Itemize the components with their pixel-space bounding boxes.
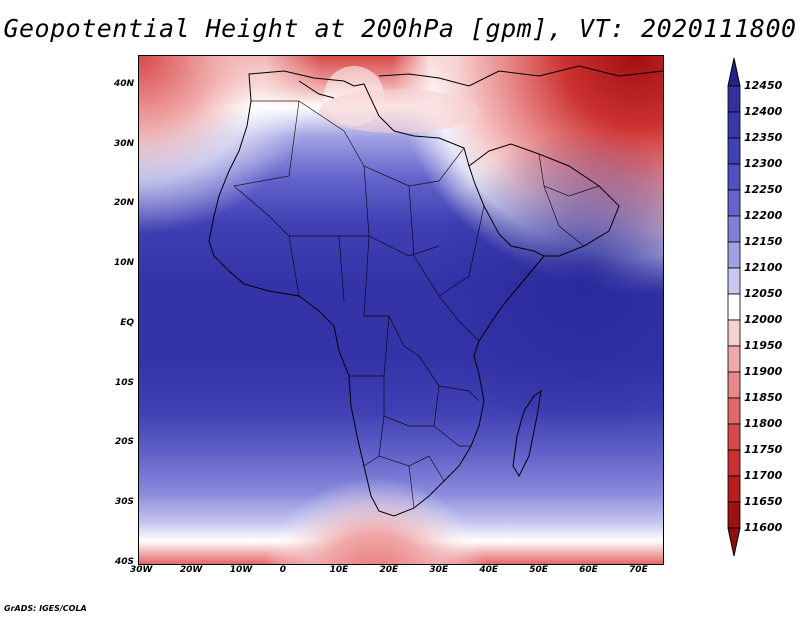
colorbar-segment [727,345,741,373]
footer-credit: GrADS: IGES/COLA [4,604,87,613]
colorbar-tick-label: 11950 [744,339,783,352]
colorbar-segment [727,397,741,425]
colorbar-tick-label: 12400 [744,105,783,118]
colorbar-segment [727,215,741,243]
colorbar-tick-label: 12450 [744,79,783,92]
colorbar-segment [727,319,741,347]
lat-label: 40N [113,78,134,89]
colorbar-tick-label: 12000 [744,313,783,326]
colorbar-tick-label: 12150 [744,235,783,248]
colorbar-tick-label: 12100 [744,261,783,274]
height-field [139,56,663,564]
colorbar-segment [727,475,741,503]
colorbar-segment [727,501,741,529]
country-borders [233,100,600,509]
colorbar-segment [727,137,741,165]
lon-label: 10E [329,565,349,575]
lon-label: 60E [579,565,598,575]
lat-label: 10S [114,377,134,388]
lat-label: 20N [113,198,134,209]
colorbar [727,57,741,557]
lat-label: 10N [113,258,134,269]
lon-label: 30W [130,565,153,575]
colorbar-bottom-arrow [727,527,741,557]
colorbar-segment [727,293,741,321]
colorbar-tick-label: 11700 [744,469,783,482]
lon-label: 10W [229,565,253,575]
colorbar-tick-label: 12200 [744,209,783,222]
lon-label: 50E [529,565,548,575]
colorbar-segment [727,85,741,113]
lat-label: EQ [120,317,134,328]
lon-label: 70E [629,565,648,575]
colorbar-segment [727,241,741,269]
lat-label: 20S [114,437,134,448]
colorbar-tick-label: 12350 [744,131,783,144]
lon-label: 20E [379,565,399,575]
lon-label: 30E [429,565,449,575]
colorbar-segment [727,189,741,217]
colorbar-tick-label: 11900 [744,365,783,378]
colorbar-segment [727,449,741,477]
colorbar-tick-label: 11750 [744,443,783,456]
colorbar-tick-label: 11600 [744,521,783,534]
colorbar-tick-label: 12050 [744,287,783,300]
lat-label: 30N [113,138,134,149]
colorbar-segment [727,371,741,399]
lon-label: 40E [479,565,499,575]
lon-label: 0 [279,565,286,575]
colorbar-tick-label: 12250 [744,183,783,196]
colorbar-tick-label: 12300 [744,157,783,170]
chart-title: Geopotential Height at 200hPa [gpm], VT:… [3,14,797,43]
lon-label: 20W [179,565,203,575]
colorbar-segment [727,111,741,139]
colorbar-segment [727,267,741,295]
colorbar-tick-label: 11800 [744,417,783,430]
map-panel [138,55,664,565]
colorbar-tick-label: 11850 [744,391,783,404]
colorbar-top-arrow [727,57,741,87]
colorbar-segment [727,163,741,191]
lat-label: 40S [114,557,134,567]
colorbar-segment [727,423,741,451]
colorbar-tick-label: 11650 [744,495,783,508]
lat-label: 30S [114,497,134,508]
